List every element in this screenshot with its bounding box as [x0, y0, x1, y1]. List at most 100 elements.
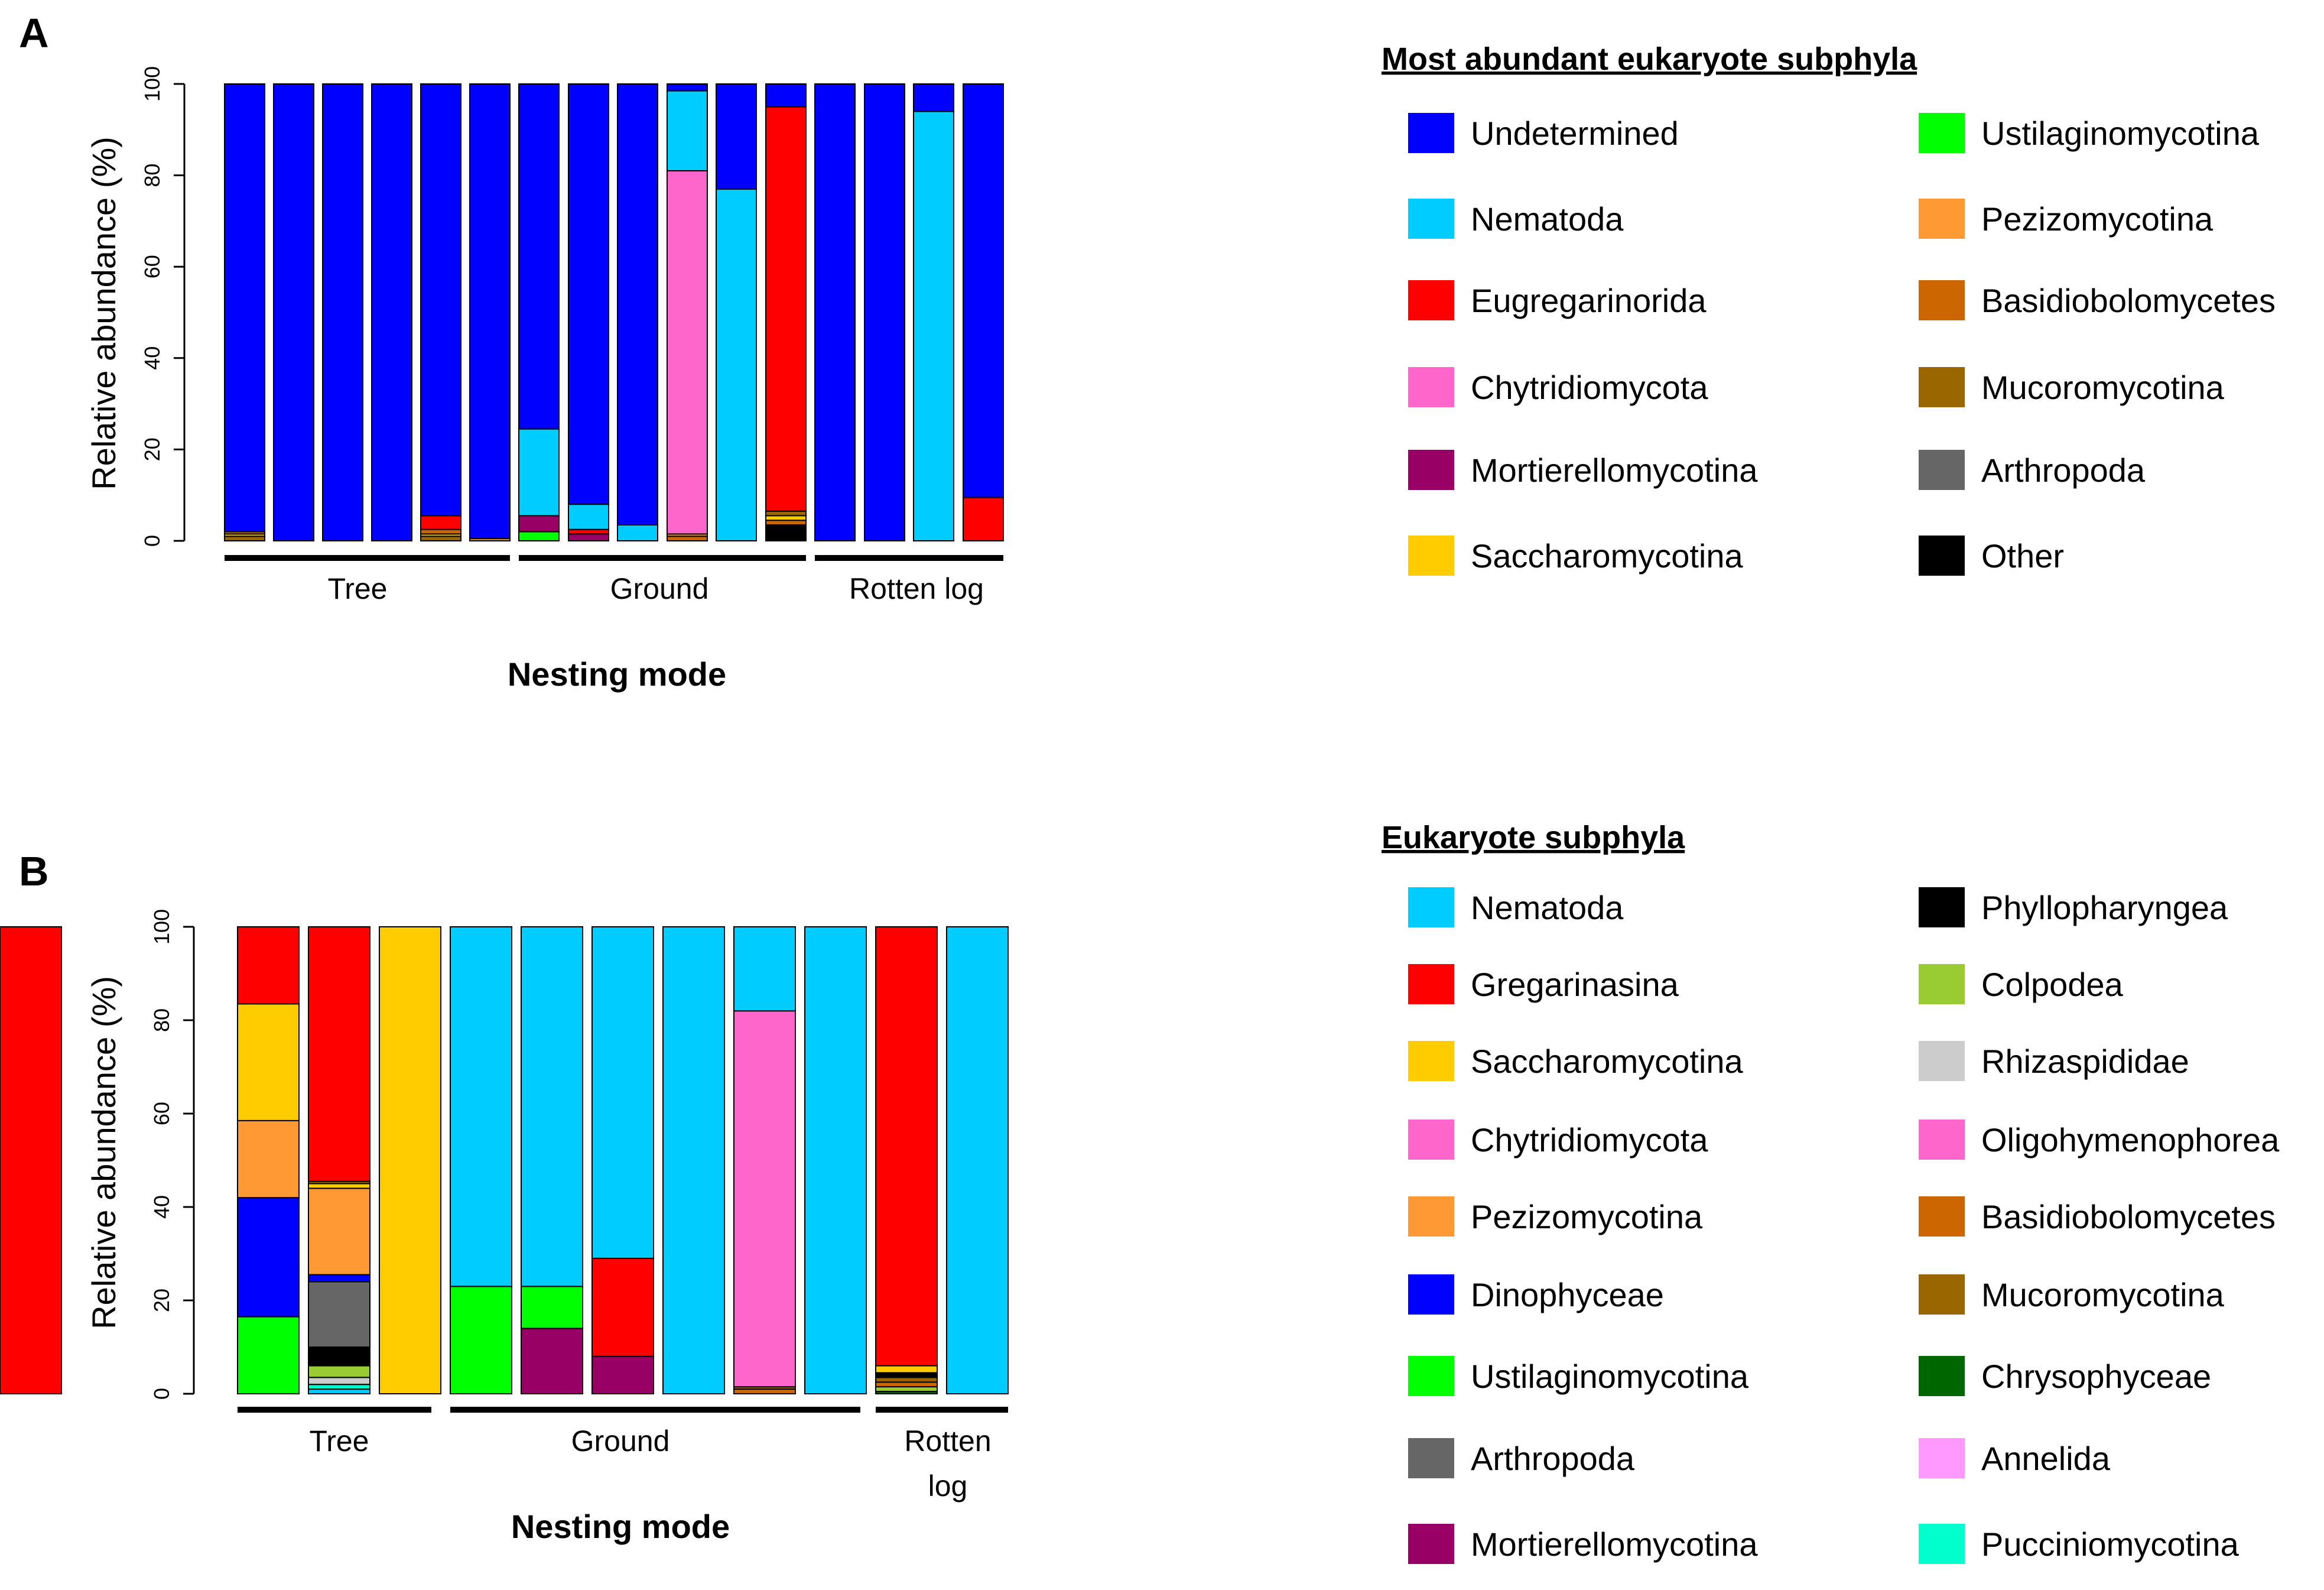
panel-b-bar-2-colpodea: [308, 1365, 370, 1378]
panel-a-bar-4-undetermined: [371, 83, 412, 541]
panel-a-bar-10-chytridiomycota: [667, 170, 708, 535]
panel-b-group-label-tree: Tree: [310, 1424, 369, 1458]
panel-b-legend-label-mortierellomycotina: Mortierellomycotina: [1471, 1526, 1758, 1563]
panel-a-bar-11-undetermined: [716, 83, 757, 190]
panel-a-bar-12-other: [765, 524, 807, 542]
panel-b-bar-2-phyllopharyngea: [308, 1346, 370, 1367]
panel-a-legend-swatch-mucoromycotina: [1919, 367, 1965, 407]
panel-b-bar-2-nematoda: [308, 1388, 370, 1395]
panel-a-bar-15-nematoda: [913, 111, 954, 541]
panel-b-legend-label-chrysophyceae: Chrysophyceae: [1981, 1358, 2211, 1395]
panel-b-bar-6-mortierellomycotina: [591, 1355, 654, 1395]
panel-a-bar-16-undetermined: [963, 83, 1004, 498]
panel-b-legend-label-pezizomycotina: Pezizomycotina: [1471, 1198, 1703, 1235]
panel-a-legend-swatch-mortierellomycotina: [1408, 450, 1454, 490]
panel-b-legend-swatch-chrysophyceae: [1919, 1356, 1965, 1396]
panel-b-legend-swatch-chytridiomycota: [1408, 1120, 1454, 1160]
panel-a-bar-7-ustilaginomycotina: [518, 531, 560, 541]
panel-b-legend-label-chytridiomycota: Chytridiomycota: [1471, 1121, 1708, 1159]
panel-a-legend-label-arthropoda: Arthropoda: [1981, 452, 2146, 489]
panel-a-bar-14-undetermined: [864, 83, 905, 541]
panel-a-bar-1-undetermined: [224, 83, 265, 533]
panel-a-legend-label-saccharomycotina: Saccharomycotina: [1471, 537, 1744, 575]
panel-a-legend-swatch-pezizomycotina: [1919, 199, 1965, 239]
panel-a-bar-2-undetermined: [273, 83, 314, 541]
panel-b-bar-10-gregarinasina: [875, 926, 938, 1367]
panel-a-bar-6-undetermined: [469, 83, 511, 540]
panel-a-group-label-tree: Tree: [328, 572, 388, 605]
panel-b-legend-label-saccharomycotina: Saccharomycotina: [1471, 1043, 1744, 1080]
panel-a-bar-5-eugregarinorida: [420, 515, 461, 530]
panel-b-bar-5-ustilaginomycotina: [521, 1286, 583, 1329]
panel-b-legend-label-annelida: Annelida: [1981, 1440, 2111, 1477]
panel-b-bar-2-pezizomycotina: [308, 1187, 370, 1276]
panel-a-legend-swatch-eugregarinorida: [1408, 280, 1454, 320]
panel-a-legend-label-mucoromycotina: Mucoromycotina: [1981, 369, 2225, 406]
panel-a-legend-swatch-other: [1919, 536, 1965, 576]
panel-b-legend-swatch-saccharomycotina: [1408, 1041, 1454, 1081]
panel-a-legend-swatch-chytridiomycota: [1408, 367, 1454, 407]
panel-b-group-label-rotten-log: Rotten log: [904, 1424, 991, 1503]
panel-a-legend-label-undetermined: Undetermined: [1471, 115, 1679, 152]
panel-b-group-label-ground: Ground: [571, 1424, 670, 1458]
panel-b-y-tick-label: 20: [149, 1289, 174, 1312]
panel-a-bar-12-eugregarinorida: [765, 106, 807, 512]
panel-b-bar-10-saccharomycotina: [875, 1365, 938, 1374]
panel-a-bar-10-basidiobolomycetes: [667, 536, 708, 542]
panel-a-ylabel: Relative abundance (%): [85, 137, 122, 490]
panel-a-legend-label-eugregarinorida: Eugregarinorida: [1471, 282, 1707, 319]
panel-a-legend-label-ustilaginomycotina: Ustilaginomycotina: [1981, 115, 2260, 152]
panel-a-bar-8-nematoda: [568, 504, 609, 530]
panel-b-legend-label-arthropoda: Arthropoda: [1471, 1440, 1635, 1477]
panel-b-legend-swatch-rhizaspididae: [1919, 1041, 1965, 1081]
panel-b-bar-1-ustilaginomycotina: [237, 1316, 300, 1394]
panel-a-bar-15-undetermined: [913, 83, 954, 112]
panel-a-bar-5-mucoromycotina: [420, 536, 461, 542]
panel-b-legend-label-mucoromycotina: Mucoromycotina: [1981, 1276, 2225, 1313]
panel-b-legend-label-colpodea: Colpodea: [1981, 966, 2124, 1003]
panel-b-legend-label-gregarinasina: Gregarinasina: [1471, 966, 1679, 1003]
panel-a-legend: Undetermined Nematoda Eugregarinorida Chytr…: [1408, 113, 2276, 576]
panel-a-legend-label-chytridiomycota: Chytridiomycota: [1471, 369, 1708, 406]
panel-a-bar-12-saccharomycotina: [765, 515, 807, 521]
panel-a-legend-swatch-basidiobolomycetes: [1919, 280, 1965, 320]
panel-b-legend-swatch-pucciniomycotina: [1919, 1524, 1965, 1564]
panel-b-label: B: [19, 848, 49, 894]
panel-b-bar-2-rhizaspididae: [308, 1377, 370, 1385]
panel-a-bar-9-nematoda: [617, 524, 658, 542]
panel-a-xlabel: Nesting mode: [508, 656, 726, 693]
panel-a-y-tick-label: 80: [140, 164, 164, 187]
panel-b-legend-swatch-mucoromycotina: [1919, 1274, 1965, 1315]
panel-b-bar-11-nematoda: [946, 926, 1009, 1394]
panel-a-bar-9-undetermined: [617, 83, 658, 525]
panel-b-legend-label-dinophyceae: Dinophyceae: [1471, 1276, 1664, 1313]
panel-b-legend-swatch-nematoda: [1408, 887, 1454, 927]
panel-b-ylabel: Relative abundance (%): [85, 976, 122, 1329]
panel-b-bar-8-nematoda: [733, 926, 796, 1012]
panel-b-bar-1-dinophyceae: [237, 1197, 300, 1318]
panel-b-y-tick-label: 60: [149, 1102, 174, 1125]
panel-b-bar-1-pezizomycotina: [237, 1120, 300, 1199]
panel-b-bar-2-gregarinasina: [308, 926, 370, 1182]
panel-b-y-tick-label: 100: [149, 909, 174, 945]
panel-a-bar-3-undetermined: [322, 83, 363, 541]
panel-a-legend-label-nematoda: Nematoda: [1471, 200, 1624, 238]
panel-b-bar-8-chytridiomycota: [733, 1010, 796, 1388]
panel-b-legend-swatch-gregarinasina: [1408, 964, 1454, 1004]
panel-b-legend-swatch-phyllopharyngea: [1919, 887, 1965, 927]
panel-a-bar-12-basidiobolomycetes: [765, 520, 807, 525]
panel-b-bar-4-nematoda: [450, 926, 512, 1287]
panel-a-legend-swatch-nematoda: [1408, 199, 1454, 239]
panel-a-y-tick-label: 100: [140, 66, 164, 102]
panel-a-legend-title: Most abundant eukaryote subphyla: [1382, 41, 1917, 77]
panel-b-bar-12-gregarinasina: [0, 926, 62, 1394]
panel-a-bar-10-nematoda: [667, 90, 708, 171]
panel-b-bar-9-nematoda: [804, 926, 867, 1394]
panel-b-plot: 0 20 40 60 80 100 Tree Ground Rotten log: [0, 909, 1009, 1503]
panel-b-legend-swatch-basidiobolomycetes: [1919, 1196, 1965, 1237]
panel-a-bar-7-mortierellomycotina: [518, 515, 560, 533]
panel-a-bar-16-eugregarinorida: [963, 497, 1004, 541]
panel-b-bar-3-saccharomycotina: [379, 926, 441, 1394]
panel-a-legend-swatch-ustilaginomycotina: [1919, 113, 1965, 153]
